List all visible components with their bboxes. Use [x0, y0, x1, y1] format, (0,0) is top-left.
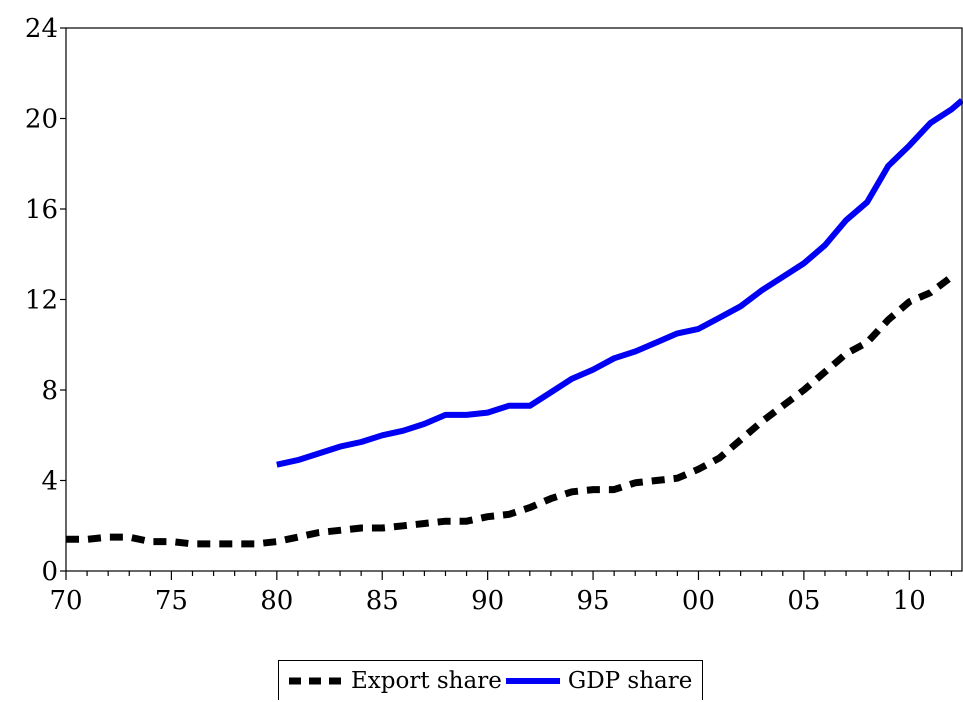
series-layer [66, 98, 963, 548]
x-tick-label-75: 75 [155, 586, 188, 616]
x-tick-label-10: 10 [893, 586, 926, 616]
x-tick-label-90: 90 [471, 586, 504, 616]
y-tick-label-12: 12 [25, 286, 58, 316]
y-tick-label-4: 4 [41, 467, 58, 497]
series-line-export-share [66, 274, 954, 548]
legend-item-gdp-share: GDP share [504, 667, 693, 694]
x-tick-label-95: 95 [577, 586, 610, 616]
y-tick-label-20: 20 [25, 105, 58, 135]
plot-frame [65, 27, 963, 572]
legend-item-export-share: Export share [287, 668, 502, 694]
y-tick-label-16: 16 [25, 195, 58, 225]
x-tick-label-80: 80 [260, 586, 293, 616]
axes-layer: 0 4 8 12 16 20 24 70 75 80 85 90 95 00 05 10 [25, 14, 963, 616]
legend-label-gdp-share: GDP share [567, 667, 693, 694]
x-tick-label-85: 85 [366, 586, 399, 616]
line-chart: 0 4 8 12 16 20 24 70 75 80 85 90 95 00 05 10 [25, 14, 963, 616]
legend-swatch-solid [505, 677, 560, 684]
x-tick-label-05: 05 [787, 586, 820, 616]
y-tick-label-24: 24 [25, 14, 58, 44]
legend-swatch-dashed [289, 677, 343, 684]
x-tick-label-00: 00 [682, 586, 715, 616]
y-tick-label-8: 8 [41, 376, 58, 406]
x-tick-label-70: 70 [49, 586, 82, 616]
legend-label-export-share: Export share [351, 667, 502, 694]
series-line-gdp-share [276, 98, 963, 468]
legend: Export share GDP share [278, 660, 704, 700]
y-tick-label-0: 0 [41, 557, 58, 587]
